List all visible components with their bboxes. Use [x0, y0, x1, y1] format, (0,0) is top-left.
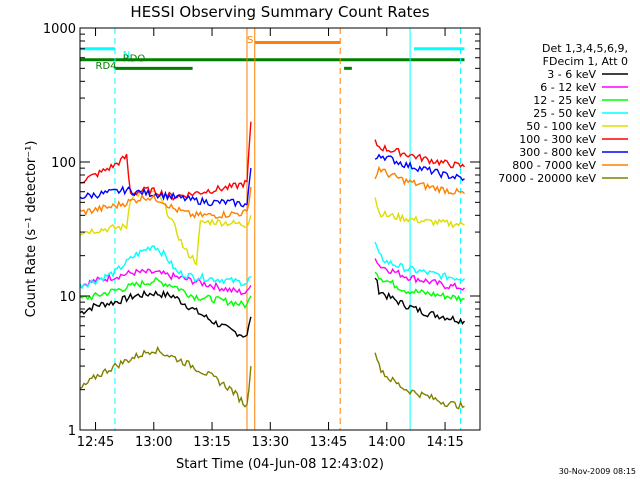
series-line-2-1 [374, 271, 465, 303]
legend-entry-4: 50 - 100 keV [526, 120, 596, 133]
series-line-0-1 [374, 277, 466, 325]
flag-label-rdo: RDO [123, 54, 146, 65]
legend-entry-1: 6 - 12 keV [540, 81, 596, 94]
series-line-6-1 [374, 153, 465, 182]
series-line-7-0 [79, 187, 252, 219]
series-line-8-1 [374, 352, 465, 410]
timestamp: 30-Nov-2009 08:15 [559, 467, 636, 476]
chart-title: HESSI Observing Summary Count Rates [130, 3, 429, 21]
series-lines [79, 121, 466, 410]
legend-entry-6: 300 - 800 keV [519, 146, 596, 159]
flag-label-s: S [247, 35, 253, 46]
legend: Det 1,3,4,5,6,9,FDecim 1, Att 03 - 6 keV… [498, 42, 628, 185]
plot-frame [79, 27, 481, 431]
series-line-1-0 [79, 268, 252, 296]
y-axis-ticks: 1 10 100 1000 [43, 22, 480, 439]
series-line-8-0 [79, 345, 252, 408]
x-tick-label-0: 12:45 [77, 435, 114, 450]
series-line-6-0 [79, 168, 252, 208]
series-line-5-0 [79, 121, 252, 201]
series-line-3-1 [374, 241, 466, 282]
flag-label-rd4: RD4 [96, 61, 117, 72]
legend-header-0: Det 1,3,4,5,6,9, [542, 42, 628, 55]
legend-entry-0: 3 - 6 keV [547, 68, 596, 81]
x-tick-label-1: 13:00 [135, 435, 172, 450]
x-tick-label-6: 14:15 [426, 435, 463, 450]
x-tick-label-4: 13:45 [310, 435, 347, 450]
y-tick-label-0: 1 [68, 424, 76, 439]
legend-entry-3: 25 - 50 keV [533, 107, 596, 120]
series-line-3-0 [79, 245, 252, 290]
series-line-4-1 [374, 197, 465, 229]
flag-label-n: N [123, 50, 130, 61]
x-tick-label-3: 13:30 [252, 435, 289, 450]
legend-entry-7: 800 - 7000 keV [512, 159, 596, 172]
legend-entry-2: 12 - 25 keV [533, 94, 596, 107]
y-axis-label: Count Rate (s⁻¹ detector⁻¹) [24, 141, 39, 318]
series-line-5-1 [374, 139, 466, 169]
y-tick-label-3: 1000 [43, 22, 76, 37]
series-line-2-0 [79, 276, 252, 310]
y-tick-label-1: 10 [59, 290, 76, 305]
series-line-0-0 [79, 289, 252, 338]
x-tick-label-5: 14:00 [368, 435, 405, 450]
x-axis-ticks: 12:45 13:00 13:15 13:30 13:45 14:00 14:15 [77, 28, 464, 450]
series-line-1-1 [374, 258, 466, 291]
legend-header-1: FDecim 1, Att 0 [543, 55, 628, 68]
x-tick-label-2: 13:15 [193, 435, 230, 450]
legend-entry-8: 7000 - 20000 keV [498, 172, 596, 185]
legend-entry-5: 100 - 300 keV [519, 133, 596, 146]
series-line-7-1 [374, 165, 466, 195]
y-tick-label-2: 100 [51, 156, 76, 171]
x-axis-label: Start Time (04-Jun-08 12:43:02) [176, 457, 384, 472]
vertical-markers [79, 28, 462, 430]
